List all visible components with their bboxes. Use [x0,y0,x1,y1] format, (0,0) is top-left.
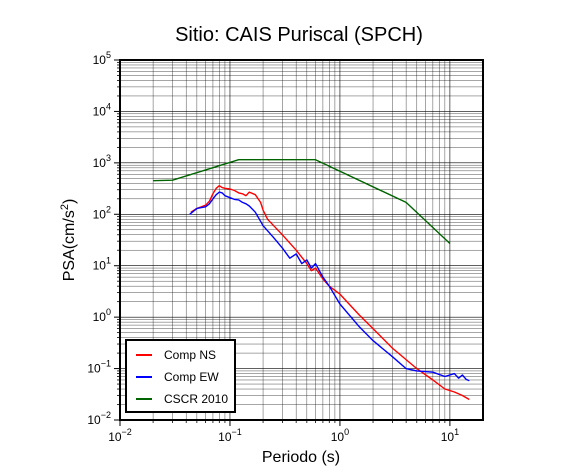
y-axis-label-main: PSA(cm/s [61,210,78,281]
series-line-3 [153,158,451,245]
y-axis-label-tail: ) [61,199,78,204]
grid-lines [120,60,483,420]
axis-ticks: 10−2 10−1 100 101 10−2 10−1 100 101 102 103 104 105 [87,50,459,444]
x-tick-label: 101 [441,427,459,444]
plot-frame [119,59,484,421]
y-tick-label: 102 [93,204,111,221]
legend: Comp NS Comp EW CSCR 2010 [125,339,236,413]
series-lines [153,158,470,401]
series-line-2 [189,191,470,382]
series-line-1 [190,184,470,401]
legend-label-2: Comp EW [164,370,219,384]
x-tick-label: 10−2 [108,427,132,444]
y-tick-label: 103 [93,153,111,170]
y-axis-label: PSA(cm/s2) [59,199,78,282]
y-tick-label: 10−1 [87,359,111,376]
chart-title: Sitio: CAIS Puriscal (SPCH) [175,24,423,46]
y-tick-label: 104 [93,101,111,118]
legend-label-1: Comp NS [164,348,216,362]
y-tick-label: 100 [93,307,111,324]
y-tick-label: 10−2 [87,410,111,427]
y-tick-label: 101 [93,256,111,273]
y-tick-label: 105 [93,50,111,67]
x-axis-label: Periodo (s) [262,449,340,466]
x-tick-label: 100 [331,427,349,444]
y-axis-label-sup: 2 [59,204,71,210]
x-tick-label: 10−1 [218,427,242,444]
legend-label-3: CSCR 2010 [164,392,228,406]
